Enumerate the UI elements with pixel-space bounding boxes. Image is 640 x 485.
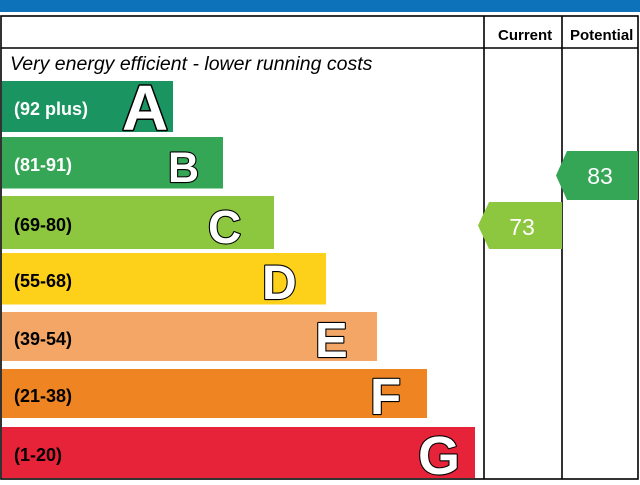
svg-text:Current: Current xyxy=(498,27,552,44)
svg-text:Very energy efficient - lower: Very energy efficient - lower running co… xyxy=(10,53,373,75)
svg-text:A: A xyxy=(122,72,168,144)
svg-text:G: G xyxy=(418,426,460,480)
svg-text:(69-80): (69-80) xyxy=(14,215,72,235)
svg-text:73: 73 xyxy=(509,214,535,240)
svg-text:(1-20): (1-20) xyxy=(14,445,62,465)
svg-text:E: E xyxy=(315,314,348,368)
svg-text:F: F xyxy=(370,368,401,425)
svg-text:D: D xyxy=(262,257,297,310)
svg-text:83: 83 xyxy=(587,163,613,189)
svg-text:(92 plus): (92 plus) xyxy=(14,99,88,119)
svg-text:B: B xyxy=(168,144,199,192)
svg-text:(39-54): (39-54) xyxy=(14,329,72,349)
svg-text:C: C xyxy=(208,201,241,253)
svg-text:(21-38): (21-38) xyxy=(14,386,72,406)
svg-text:(55-68): (55-68) xyxy=(14,271,72,291)
svg-text:Potential: Potential xyxy=(570,27,633,44)
svg-text:(81-91): (81-91) xyxy=(14,155,72,175)
